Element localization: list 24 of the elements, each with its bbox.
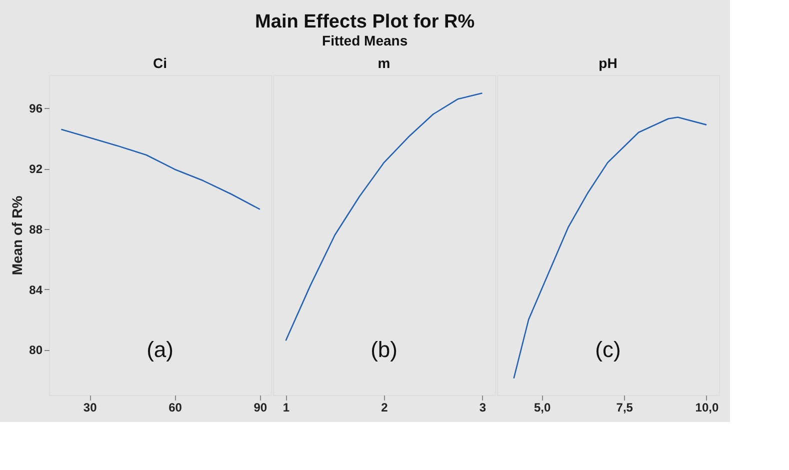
text: Fitted Means (322, 32, 408, 48)
x-tick-label: 7,5 (616, 400, 634, 414)
x-tick-label: 1 (282, 400, 290, 414)
x-tick-label: 10,0 (695, 400, 719, 414)
line-series (60, 128, 261, 210)
y-axis-title: Mean of R% (9, 195, 26, 276)
annotation: (b) (370, 337, 398, 362)
x-tick-label: 60 (168, 400, 182, 414)
text: Main Effects Plot for R% (255, 12, 475, 32)
y-tick-label: 92 (29, 162, 43, 176)
chart-title: pH (598, 55, 618, 71)
x-tick-label: 30 (83, 400, 98, 414)
y-tick-label: 80 (29, 343, 43, 358)
x-tick-label: 2 (381, 400, 388, 414)
x-tick-label: 90 (254, 400, 268, 414)
chart-title: Ci (153, 55, 167, 71)
x-tick-label: 5,0 (534, 400, 551, 414)
annotation: (c) (595, 337, 621, 362)
y-tick-label: 84 (29, 282, 43, 297)
x-tick-label: 3 (479, 400, 486, 414)
annotation: (a) (146, 337, 174, 362)
y-tick-label: 88 (29, 222, 43, 236)
y-tick-label: 96 (29, 102, 43, 116)
chart-title: m (378, 55, 390, 71)
